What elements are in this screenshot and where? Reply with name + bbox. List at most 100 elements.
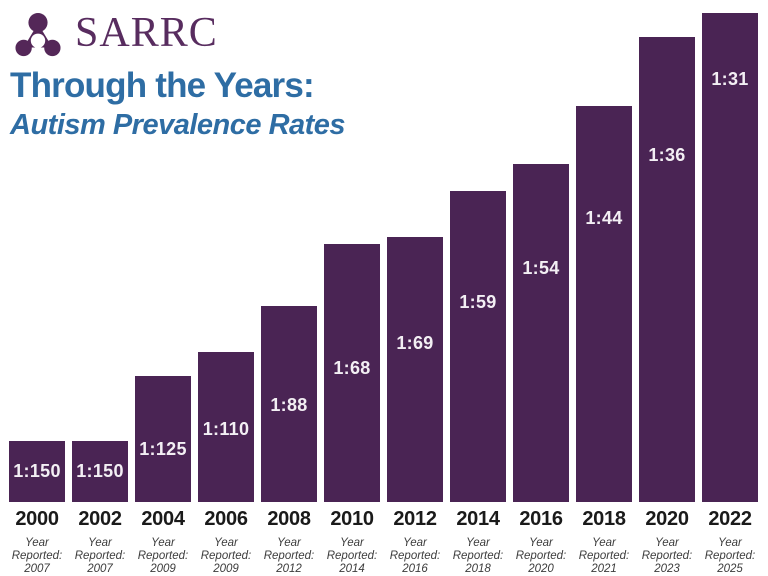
- bar-column-2002: 1:150 2002 Year Reported: 2007: [72, 0, 128, 576]
- bar-2008: 1:88: [261, 306, 317, 502]
- reported-year-value: 2023: [654, 563, 680, 575]
- bar-value-label: 1:36: [648, 145, 686, 165]
- year-reported-label: Year Reported: 2012: [261, 537, 317, 576]
- bar-2016: 1:54: [513, 164, 569, 502]
- bar-area: 1:54: [513, 0, 569, 502]
- bar-value-label: 1:88: [270, 395, 308, 415]
- reported-word-year: Year: [529, 537, 553, 549]
- bar-column-2004: 1:125 2004 Year Reported: 2009: [135, 0, 191, 576]
- reported-word-year: Year: [340, 537, 364, 549]
- brand-wordmark: SARRC: [75, 10, 218, 56]
- reported-word-year: Year: [655, 537, 679, 549]
- bar-column-2022: 1:31 2022 Year Reported: 2025: [702, 0, 758, 576]
- year-reported-label: Year Reported: 2020: [513, 537, 569, 576]
- bar-value-label: 1:69: [396, 333, 434, 353]
- reported-word-reported: Reported:: [704, 550, 756, 562]
- bar-column-2012: 1:69 2012 Year Reported: 2016: [387, 0, 443, 576]
- bar-year-label: 2014: [456, 508, 500, 530]
- year-reported-label: Year Reported: 2007: [9, 537, 65, 576]
- reported-year-value: 2007: [87, 563, 113, 575]
- reported-year-value: 2016: [402, 563, 428, 575]
- bar-year-label: 2022: [708, 508, 752, 530]
- reported-word-year: Year: [25, 537, 49, 549]
- header: SARRC Through the Years: Autism Prevalen…: [10, 12, 346, 140]
- year-reported-label: Year Reported: 2014: [324, 537, 380, 576]
- bar-2000: 1:150: [9, 441, 65, 502]
- reported-word-year: Year: [718, 537, 742, 549]
- year-reported-label: Year Reported: 2025: [702, 537, 758, 576]
- reported-word-year: Year: [88, 537, 112, 549]
- reported-word-reported: Reported:: [200, 550, 252, 562]
- reported-word-reported: Reported:: [452, 550, 504, 562]
- bar-year-label: 2012: [393, 508, 437, 530]
- reported-word-reported: Reported:: [137, 550, 189, 562]
- reported-year-value: 2020: [528, 563, 554, 575]
- brand-row: SARRC: [14, 12, 345, 58]
- reported-word-reported: Reported:: [11, 550, 63, 562]
- bar-2020: 1:36: [639, 37, 695, 502]
- bar-area: 1:59: [450, 0, 506, 502]
- reported-year-value: 2012: [276, 563, 302, 575]
- bar-column-2008: 1:88 2008 Year Reported: 2012: [261, 0, 317, 576]
- bar-2006: 1:110: [198, 352, 254, 502]
- bar-area: 1:88: [261, 0, 317, 502]
- bar-column-2016: 1:54 2016 Year Reported: 2020: [513, 0, 569, 576]
- bar-area: 1:150: [72, 0, 128, 502]
- reported-word-reported: Reported:: [515, 550, 567, 562]
- bar-column-2014: 1:59 2014 Year Reported: 2018: [450, 0, 506, 576]
- bar-column-2006: 1:110 2006 Year Reported: 2009: [198, 0, 254, 576]
- bar-2022: 1:31: [702, 13, 758, 502]
- bar-area: 1:68: [324, 0, 380, 502]
- bar-area: 1:31: [702, 0, 758, 502]
- reported-year-value: 2009: [150, 563, 176, 575]
- bar-2002: 1:150: [72, 441, 128, 502]
- reported-word-reported: Reported:: [389, 550, 441, 562]
- bar-area: 1:125: [135, 0, 191, 502]
- reported-word-reported: Reported:: [326, 550, 378, 562]
- bar-year-label: 2016: [519, 508, 563, 530]
- bar-year-label: 2004: [141, 508, 185, 530]
- bar-2004: 1:125: [135, 376, 191, 502]
- year-reported-label: Year Reported: 2023: [639, 537, 695, 576]
- year-reported-label: Year Reported: 2021: [576, 537, 632, 576]
- bar-column-2018: 1:44 2018 Year Reported: 2021: [576, 0, 632, 576]
- reported-word-reported: Reported:: [263, 550, 315, 562]
- bar-2018: 1:44: [576, 106, 632, 502]
- reported-word-reported: Reported:: [578, 550, 630, 562]
- bar-value-label: 1:54: [522, 258, 560, 278]
- bar-year-label: 2020: [645, 508, 689, 530]
- reported-year-value: 2018: [465, 563, 491, 575]
- bar-year-label: 2006: [204, 508, 248, 530]
- year-reported-label: Year Reported: 2007: [72, 537, 128, 576]
- bar-2012: 1:69: [387, 237, 443, 502]
- bar-year-label: 2018: [582, 508, 626, 530]
- bar-2014: 1:59: [450, 191, 506, 502]
- bar-value-label: 1:68: [333, 358, 371, 378]
- bar-area: 1:69: [387, 0, 443, 502]
- bar-2010: 1:68: [324, 244, 380, 502]
- reported-year-value: 2007: [24, 563, 50, 575]
- bar-value-label: 1:125: [139, 439, 187, 459]
- bar-value-label: 1:44: [585, 208, 623, 228]
- bar-value-label: 1:31: [711, 69, 749, 89]
- bar-year-label: 2002: [78, 508, 122, 530]
- reported-word-year: Year: [592, 537, 616, 549]
- reported-year-value: 2025: [717, 563, 743, 575]
- reported-word-year: Year: [466, 537, 490, 549]
- bar-value-label: 1:110: [202, 419, 250, 439]
- bar-column-2000: 1:150 2000 Year Reported: 2007: [9, 0, 65, 576]
- year-reported-label: Year Reported: 2016: [387, 537, 443, 576]
- reported-word-year: Year: [277, 537, 301, 549]
- bar-value-label: 1:150: [76, 461, 124, 481]
- bar-value-label: 1:150: [13, 461, 61, 481]
- year-reported-label: Year Reported: 2018: [450, 537, 506, 576]
- page-title: Through the Years:: [10, 66, 315, 105]
- bar-year-label: 2008: [267, 508, 311, 530]
- bar-area: 1:150: [9, 0, 65, 502]
- year-reported-label: Year Reported: 2009: [198, 537, 254, 576]
- reported-word-year: Year: [151, 537, 175, 549]
- prevalence-bar-chart: 1:150 2000 Year Reported: 2007 1:150 2002 Year R…: [9, 0, 759, 576]
- bar-area: 1:110: [198, 0, 254, 502]
- sarrc-logo-icon: [15, 12, 61, 57]
